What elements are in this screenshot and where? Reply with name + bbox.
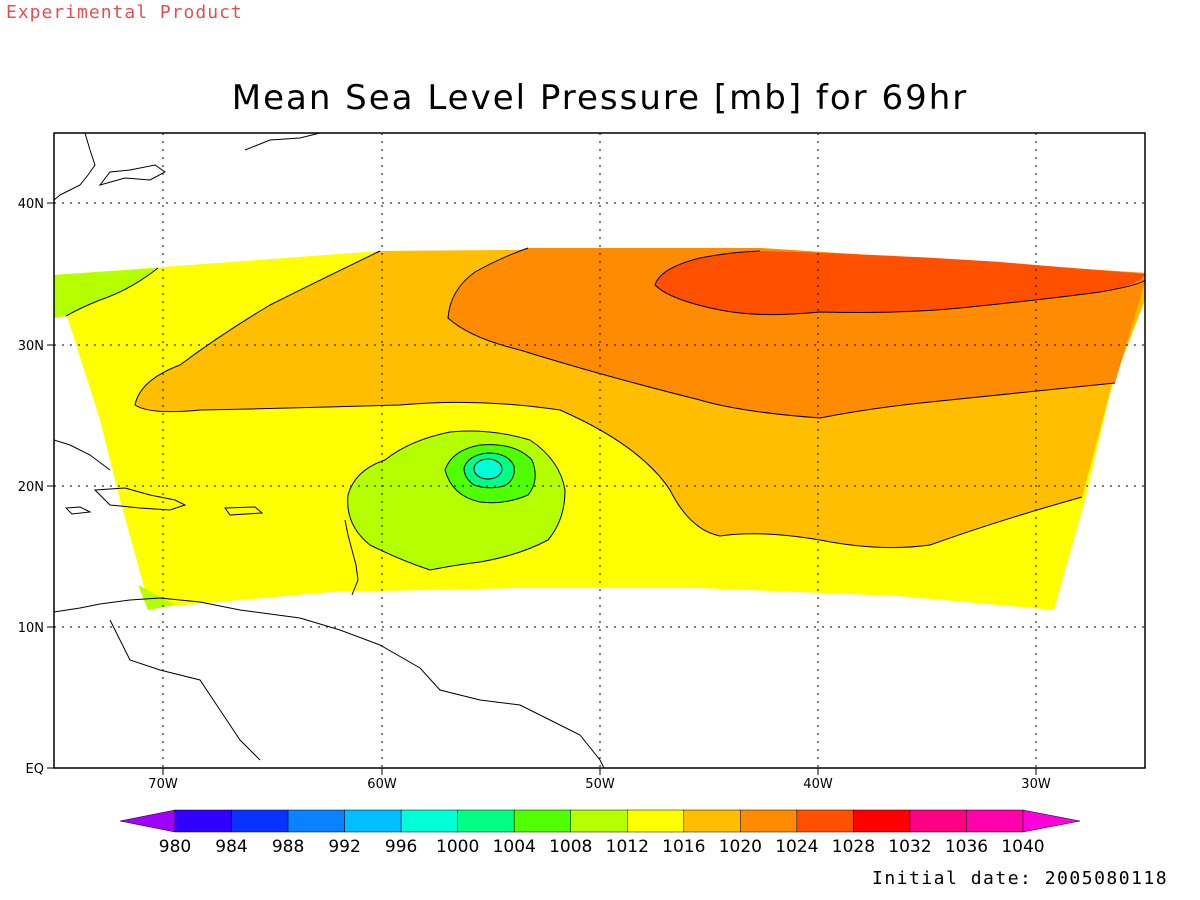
contour-996 (473, 458, 503, 480)
colorbar-box (570, 809, 628, 833)
field-996 (474, 459, 502, 479)
colorbar-box (796, 809, 854, 833)
coast-hispaniola (93, 487, 187, 511)
colorbar-label: 988 (272, 837, 304, 857)
colorbar-label: 996 (385, 837, 417, 857)
colorbar-box (740, 809, 798, 833)
contour-1016 (134, 250, 1083, 549)
axis-ticks (47, 202, 1037, 775)
lon-label: 40W (803, 777, 833, 792)
field-1008-south (138, 585, 175, 610)
colorbar-arrow-high (1022, 809, 1081, 833)
lon-label: 60W (367, 777, 397, 792)
experimental-product-label: Experimental Product (6, 2, 243, 23)
coastlines (54, 133, 605, 768)
contour-1020 (447, 247, 1116, 419)
colorbar-label: 1040 (1001, 837, 1044, 857)
coast-cuba (54, 439, 111, 471)
lon-label: 50W (585, 777, 615, 792)
colorbar-box (683, 809, 741, 833)
coast-south-america (54, 597, 605, 768)
lat-label: EQ (26, 762, 44, 777)
contour-lines (65, 247, 1145, 571)
colorbar-box (966, 809, 1024, 833)
initial-date-label: Initial date: 2005080118 (872, 868, 1169, 889)
colorbar-label: 1000 (436, 837, 479, 857)
colorbar-label: 1036 (945, 837, 988, 857)
colorbar-label: 1032 (888, 837, 931, 857)
lat-label: 20N (18, 480, 44, 495)
colorbar-label: 1028 (832, 837, 875, 857)
coast-nova-scotia (98, 164, 166, 186)
field-1008-corner (54, 268, 158, 318)
grid-lines (54, 133, 1145, 768)
lat-label: 30N (18, 339, 44, 354)
colorbar-box (400, 809, 458, 833)
colorbar-label: 1024 (775, 837, 818, 857)
lon-label: 30W (1021, 777, 1051, 792)
colorbar-box (627, 809, 685, 833)
colorbar-box (457, 809, 515, 833)
colorbar-label: 1008 (549, 837, 592, 857)
colorbar-label: 1004 (493, 837, 536, 857)
lat-label: 10N (18, 621, 44, 636)
coast-puerto-rico (224, 506, 264, 516)
colorbar-label: 1016 (662, 837, 705, 857)
colorbar-arrow-low (119, 809, 176, 833)
colorbar-box (513, 809, 571, 833)
colorbar-box (231, 809, 289, 833)
colorbar-box (853, 809, 911, 833)
lat-label: 40N (18, 197, 44, 212)
colorbar-box (174, 809, 232, 833)
colorbar-label: 984 (215, 837, 247, 857)
coast-venezuela-interior (109, 619, 261, 761)
colorbar-label: 992 (328, 837, 360, 857)
map-title: Mean Sea Level Pressure [mb] for 69hr (231, 78, 969, 118)
contour-1024 (654, 250, 1145, 316)
colorbar-box (287, 809, 345, 833)
colorbar-box (344, 809, 402, 833)
colorbar-box (909, 809, 967, 833)
coast-jamaica (64, 506, 92, 515)
colorbar-label: 980 (159, 837, 191, 857)
colorbar-label: 1012 (606, 837, 649, 857)
lon-label: 70W (148, 777, 178, 792)
contour-1008 (347, 430, 566, 571)
field-1024 (655, 251, 1145, 315)
lat-labels: 40N 30N 20N 10N EQ (18, 197, 44, 777)
coast-northeast-us (54, 133, 96, 201)
pressure-field (54, 248, 1145, 610)
coast-newfoundland (244, 133, 321, 151)
lon-labels: 70W 60W 50W 40W 30W (148, 777, 1051, 792)
coast-lesser-antilles (344, 519, 359, 596)
contour-1004 (444, 444, 536, 504)
colorbar: 980 984 988 992 996 1000 1004 1008 1012 1016 1020 1… (119, 809, 1081, 857)
contour-1008-corner (65, 267, 159, 317)
contour-1000 (463, 452, 515, 489)
colorbar-label: 1020 (719, 837, 762, 857)
